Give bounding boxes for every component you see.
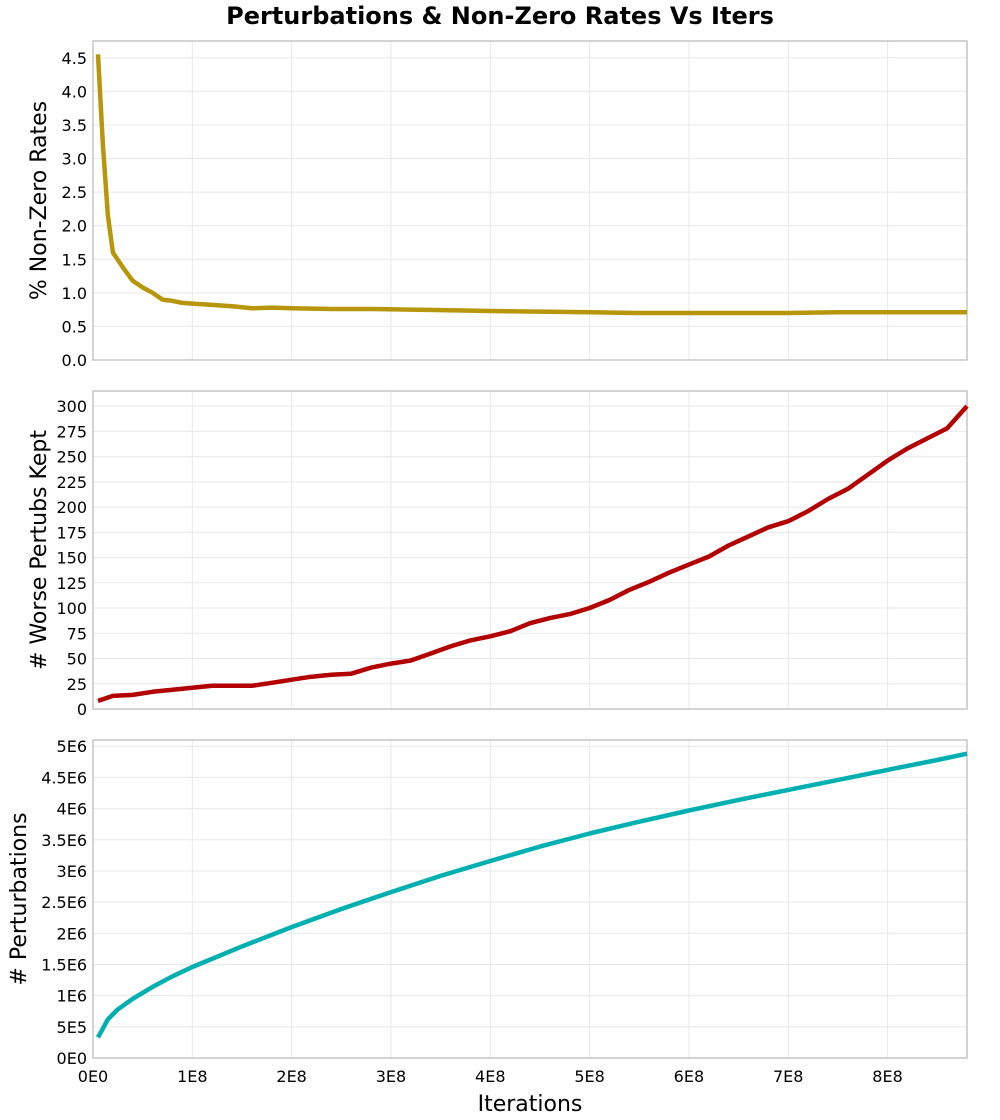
y-tick-label: 2E6 [57,924,87,943]
x-tick-label: 8E8 [872,1067,902,1086]
x-tick-label: 2E8 [276,1067,306,1086]
y-tick-label: 3.5 [62,116,87,135]
y-tick-label: 3E6 [57,862,87,881]
data-line [97,404,969,704]
y-tick-label: 0E0 [57,1049,87,1068]
y-tick-label: 225 [56,473,87,492]
y-tick-label: 1.5E6 [41,955,87,974]
y-tick-label: 75 [67,624,87,643]
y-tick-label: 50 [67,650,87,669]
y-tick-label: 0.5 [62,317,87,336]
y-tick-label: 4.5 [62,49,87,68]
x-tick-label: 4E8 [475,1067,505,1086]
data-line [95,54,967,316]
y-tick-label: 275 [56,422,87,441]
y-tick-label: 1.5 [62,250,87,269]
y-tick-label: 125 [56,574,87,593]
y-tick-label: 0 [77,700,87,719]
y-tick-label: 200 [56,498,87,517]
x-tick-label: 6E8 [674,1067,704,1086]
panel-perturbations: 0E0 5E5 1E6 1.5E6 2E6 2.5E6 3E6 3.5E6 4E6 4.5E6 5E… [7,737,968,1068]
x-axis: 0E0 1E8 2E8 3E8 4E8 5E8 6E8 7E8 8E8 Iterations [78,1067,903,1117]
y-tick-label: 175 [56,523,87,542]
y-tick-label: 1E6 [57,987,87,1006]
plot-frame [92,390,968,710]
chart-title: Perturbations & Non-Zero Rates Vs Iters [226,2,774,30]
y-tick-label: 3.5E6 [41,831,87,850]
y-tick-label: 3.0 [62,150,87,169]
y-axis-label: # Perturbations [7,812,32,985]
data-line [96,751,968,1039]
y-tick-label: 25 [67,675,87,694]
x-tick-label: 1E8 [177,1067,207,1086]
x-tick-label: 3E8 [376,1067,406,1086]
y-tick-label: 4E6 [57,800,87,819]
x-axis-label: Iterations [478,1092,583,1117]
y-tick-label: 2.0 [62,217,87,236]
y-tick-label: 4.5E6 [41,768,87,787]
y-tick-label: 150 [56,549,87,568]
y-tick-label: 5E5 [57,1018,87,1037]
y-tick-label: 250 [56,448,87,467]
panel-worse-pertubs-kept: 0 25 50 75 100 125 150 175 200 225 250 275 300# Wors… [27,390,969,719]
y-tick-label: 4.0 [62,82,87,101]
y-tick-label: 2.5E6 [41,893,87,912]
y-tick-label: 2.5 [62,183,87,202]
y-tick-label: 100 [56,599,87,618]
y-tick-label: 5E6 [57,737,87,756]
y-axis-label: # Worse Pertubs Kept [27,430,52,670]
y-tick-label: 300 [56,397,87,416]
x-tick-label: 0E0 [78,1067,108,1086]
x-tick-label: 5E8 [574,1067,604,1086]
plot-frame [92,40,968,361]
y-tick-label: 1.0 [62,284,87,303]
plot-frame [92,739,968,1059]
panel-nonzero-rates: 0.0 0.5 1.0 1.5 2.0 2.5 3.0 3.5 4.0 4.5 % Non-Zero… [27,40,968,370]
x-tick-label: 7E8 [773,1067,803,1086]
y-axis-label: % Non-Zero Rates [27,101,52,300]
y-tick-label: 0.0 [62,351,87,370]
